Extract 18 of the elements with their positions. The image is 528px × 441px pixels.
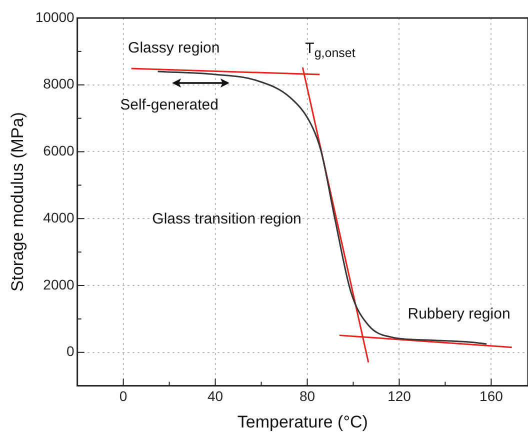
y-tick-label: 10000 xyxy=(35,8,75,25)
y-tick-label: 6000 xyxy=(43,142,75,159)
annotation: Self-generated xyxy=(120,96,218,114)
x-tick-label: 120 xyxy=(388,388,412,404)
y-tick-label: 8000 xyxy=(43,76,75,92)
annotation: Glassy region xyxy=(128,40,220,57)
annotation: T$_{g,onset}$ xyxy=(305,40,356,60)
y-tick-label: 4000 xyxy=(43,209,75,226)
x-tick-label: 40 xyxy=(208,388,224,404)
annotation: Glass transition region xyxy=(152,210,302,228)
y-tick-label: 2000 xyxy=(43,276,75,292)
x-tick-label: 80 xyxy=(299,388,316,404)
x-tick-label: 160 xyxy=(480,388,504,404)
y-tick-label: 0 xyxy=(66,343,75,360)
y-axis-title: Storage modulus (MPa) xyxy=(8,112,27,292)
x-axis-title: Temperature (°C) xyxy=(237,412,368,432)
x-tick-label: 0 xyxy=(119,388,128,404)
annotation: Rubbery region xyxy=(408,305,510,322)
